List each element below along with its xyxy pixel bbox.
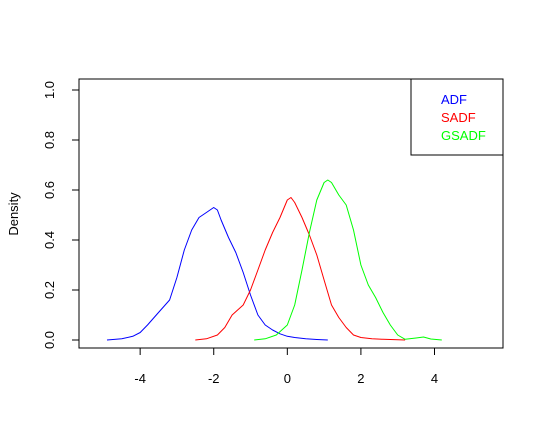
y-axis-title: Density [6,192,21,236]
y-tick-label: 0.4 [42,231,57,249]
y-tick-label: 0.6 [42,181,57,199]
series-line-adf [106,207,328,341]
y-tick-label: 0.2 [42,281,57,299]
series-layer [106,179,442,341]
series-line-gsadf [254,179,442,341]
legend-box [410,78,504,156]
x-tick-label: 0 [284,371,291,386]
legend: ADF SADF GSADF [410,78,504,156]
x-tick-label: -2 [208,371,220,386]
x-tick-label: 4 [431,371,438,386]
y-tick-label: 0.0 [42,331,57,349]
legend-entry-adf: ADF [441,92,467,107]
legend-entry-sadf: SADF [441,110,476,125]
x-tick-label: 2 [357,371,364,386]
y-tick-label: 1.0 [42,81,57,99]
legend-entry-gsadf: GSADF [441,128,486,143]
y-axis: 0.0 0.2 0.4 0.6 0.8 1.0 [42,81,80,349]
x-tick-label: -4 [134,371,146,386]
series-line-sadf [195,197,406,341]
y-tick-label: 0.8 [42,131,57,149]
x-axis: -4 -2 0 2 4 [134,347,438,386]
